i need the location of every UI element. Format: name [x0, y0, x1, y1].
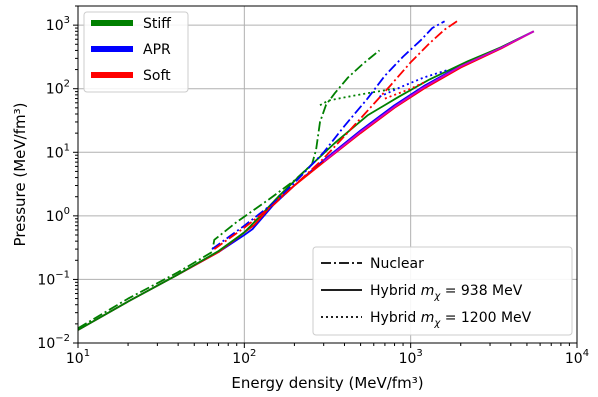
x-axis-label: Energy density (MeV/fm³) [231, 374, 423, 392]
plot-frame [77, 5, 578, 344]
legend-style: Nuclear Hybrid mχ = 938 MeV Hybrid mχ = 12… [312, 246, 573, 336]
legend-eos: Stiff APR Soft [83, 11, 189, 93]
series-stiff-dashdot [77, 49, 381, 330]
legend-label-dashdot: Nuclear [370, 256, 424, 272]
series-soft-dashdot [213, 20, 458, 250]
legend-label-stiff: Stiff [143, 16, 171, 32]
legend-style-box [312, 246, 573, 336]
x-tick-label: 101 [66, 348, 90, 367]
series-apr-dotted [379, 68, 450, 98]
x-tick-label: 104 [565, 348, 589, 367]
legend-label-apr: APR [143, 42, 171, 58]
series-stiff-dotted [319, 87, 395, 106]
y-tick-label: 101 [46, 142, 70, 161]
x-tick-label: 102 [232, 348, 256, 367]
x-ticks: 101 102 103 104 [66, 343, 589, 367]
y-tick-label: 103 [46, 15, 70, 34]
y-ticks: 10−2 10−1 100 101 102 103 [37, 5, 78, 352]
y-tick-label: 102 [46, 79, 70, 98]
y-tick-label: 100 [46, 206, 70, 225]
legend-label-solid: Hybrid mχ = 938 MeV [370, 283, 523, 302]
legend-label-soft: Soft [143, 68, 171, 84]
y-tick-label: 10−1 [37, 269, 70, 288]
x-tick-label: 103 [399, 348, 423, 367]
series-apr-dashdot [211, 20, 446, 250]
series-layer [77, 20, 535, 331]
legend-label-dotted: Hybrid mχ = 1200 MeV [370, 310, 532, 329]
y-tick-label: 10−2 [37, 333, 70, 352]
y-axis-label: Pressure (MeV/fm³) [11, 103, 29, 247]
series-stiff-solid [323, 30, 535, 163]
